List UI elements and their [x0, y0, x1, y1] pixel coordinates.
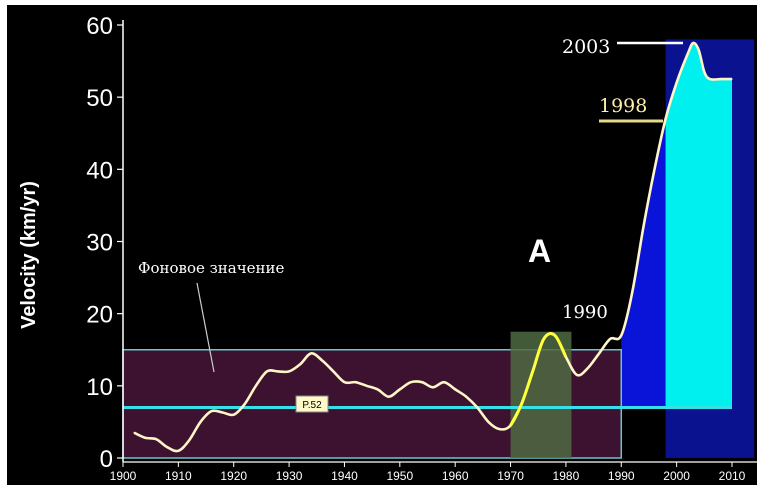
x-tick-label-1960: 1960 — [442, 469, 469, 483]
y-tick-label-60: 60 — [86, 13, 113, 40]
data-point-44 — [620, 334, 622, 336]
data-point-38 — [554, 334, 556, 336]
data-point-20 — [354, 381, 357, 383]
data-point-11 — [255, 385, 257, 387]
blue-fill-region — [621, 118, 666, 408]
data-point-14 — [288, 370, 290, 372]
data-point-36 — [532, 370, 534, 372]
x-tick-label-2000: 2000 — [663, 469, 690, 483]
background-band — [122, 331, 732, 459]
data-point-21 — [366, 385, 368, 387]
data-point-1 — [144, 437, 146, 439]
data-point-42 — [598, 352, 600, 354]
label-1990: 1990 — [562, 302, 608, 323]
data-point-22 — [377, 388, 379, 391]
background-label: Фоновое значение — [138, 259, 285, 277]
data-point-31 — [476, 406, 478, 409]
velocity-curve-group — [133, 41, 733, 453]
data-point-2 — [155, 438, 157, 440]
data-point-33 — [498, 428, 501, 430]
y-tick-label-50: 50 — [86, 85, 113, 112]
data-point-52 — [698, 49, 700, 51]
data-point-55 — [720, 78, 722, 80]
data-point-19 — [343, 381, 346, 383]
x-tick-label-1920: 1920 — [220, 469, 247, 483]
data-point-13 — [277, 370, 279, 372]
region-fills — [621, 39, 755, 458]
data-point-4 — [177, 450, 179, 452]
x-tick-label-1900: 1900 — [110, 469, 137, 483]
data-point-53 — [703, 71, 705, 73]
data-point-26 — [421, 381, 423, 383]
data-point-16 — [310, 352, 312, 354]
label-1998: 1998 — [599, 95, 647, 117]
cyan-fill-region — [665, 43, 732, 408]
data-point-51 — [692, 42, 694, 44]
data-point-28 — [443, 381, 445, 383]
data-point-39 — [565, 356, 567, 358]
data-point-15 — [299, 363, 301, 365]
data-point-24 — [399, 388, 401, 391]
data-point-3 — [166, 446, 168, 448]
data-point-12 — [266, 370, 268, 372]
data-point-56 — [731, 78, 733, 80]
data-point-48 — [664, 118, 667, 120]
panel-letter: A — [528, 233, 551, 269]
y-axis-label: Velocity (km/yr) — [18, 181, 40, 329]
data-point-54 — [709, 78, 711, 80]
x-tick-label-2010: 2010 — [719, 469, 746, 483]
data-point-8 — [222, 411, 224, 414]
data-point-49 — [676, 82, 678, 84]
velocity-curve-highlight — [509, 332, 568, 427]
data-point-25 — [410, 381, 412, 383]
data-point-46 — [642, 226, 645, 228]
data-point-34 — [509, 424, 512, 427]
data-point-18 — [332, 370, 334, 372]
data-point-45 — [631, 291, 633, 293]
data-point-7 — [210, 410, 213, 412]
x-tick-label-1930: 1930 — [276, 469, 303, 483]
data-point-30 — [465, 396, 467, 398]
data-point-0 — [133, 432, 135, 434]
data-point-29 — [454, 388, 456, 391]
data-point-50 — [687, 53, 689, 55]
data-point-47 — [653, 168, 656, 170]
page-ref-box — [295, 395, 329, 413]
data-point-9 — [233, 414, 235, 416]
x-tick-label-1990: 1990 — [608, 469, 635, 483]
data-point-27 — [432, 386, 434, 388]
y-tick-label-40: 40 — [86, 157, 113, 184]
data-point-37 — [543, 338, 545, 340]
data-point-17 — [321, 359, 323, 362]
data-point-35 — [521, 403, 523, 405]
y-tick-label-30: 30 — [86, 230, 113, 257]
background-label-pointer — [196, 282, 215, 373]
y-tick-label-20: 20 — [86, 302, 113, 329]
data-point-6 — [199, 421, 202, 423]
data-point-32 — [487, 421, 489, 423]
highlight-period — [510, 331, 572, 458]
axes: 0 10 20 30 40 50 60 1900 1910 1920 1930 1940 1950 196… — [86, 13, 757, 483]
data-point-23 — [388, 396, 390, 398]
x-tick-label-1940: 1940 — [331, 469, 358, 483]
y-tick-label-0: 0 — [100, 446, 113, 473]
x-tick-label-1910: 1910 — [165, 469, 192, 483]
data-point-41 — [587, 367, 589, 369]
data-point-5 — [188, 439, 191, 441]
data-point-43 — [609, 338, 611, 340]
y-tick-label-10: 10 — [86, 374, 113, 401]
data-point-40 — [576, 374, 578, 376]
data-point-10 — [244, 403, 246, 405]
x-tick-label-1970: 1970 — [497, 469, 524, 483]
label-2003: 2003 — [562, 36, 610, 58]
x-tick-label-1980: 1980 — [553, 469, 580, 483]
x-tick-label-1950: 1950 — [386, 469, 413, 483]
page-ref: P.52 — [302, 400, 322, 411]
